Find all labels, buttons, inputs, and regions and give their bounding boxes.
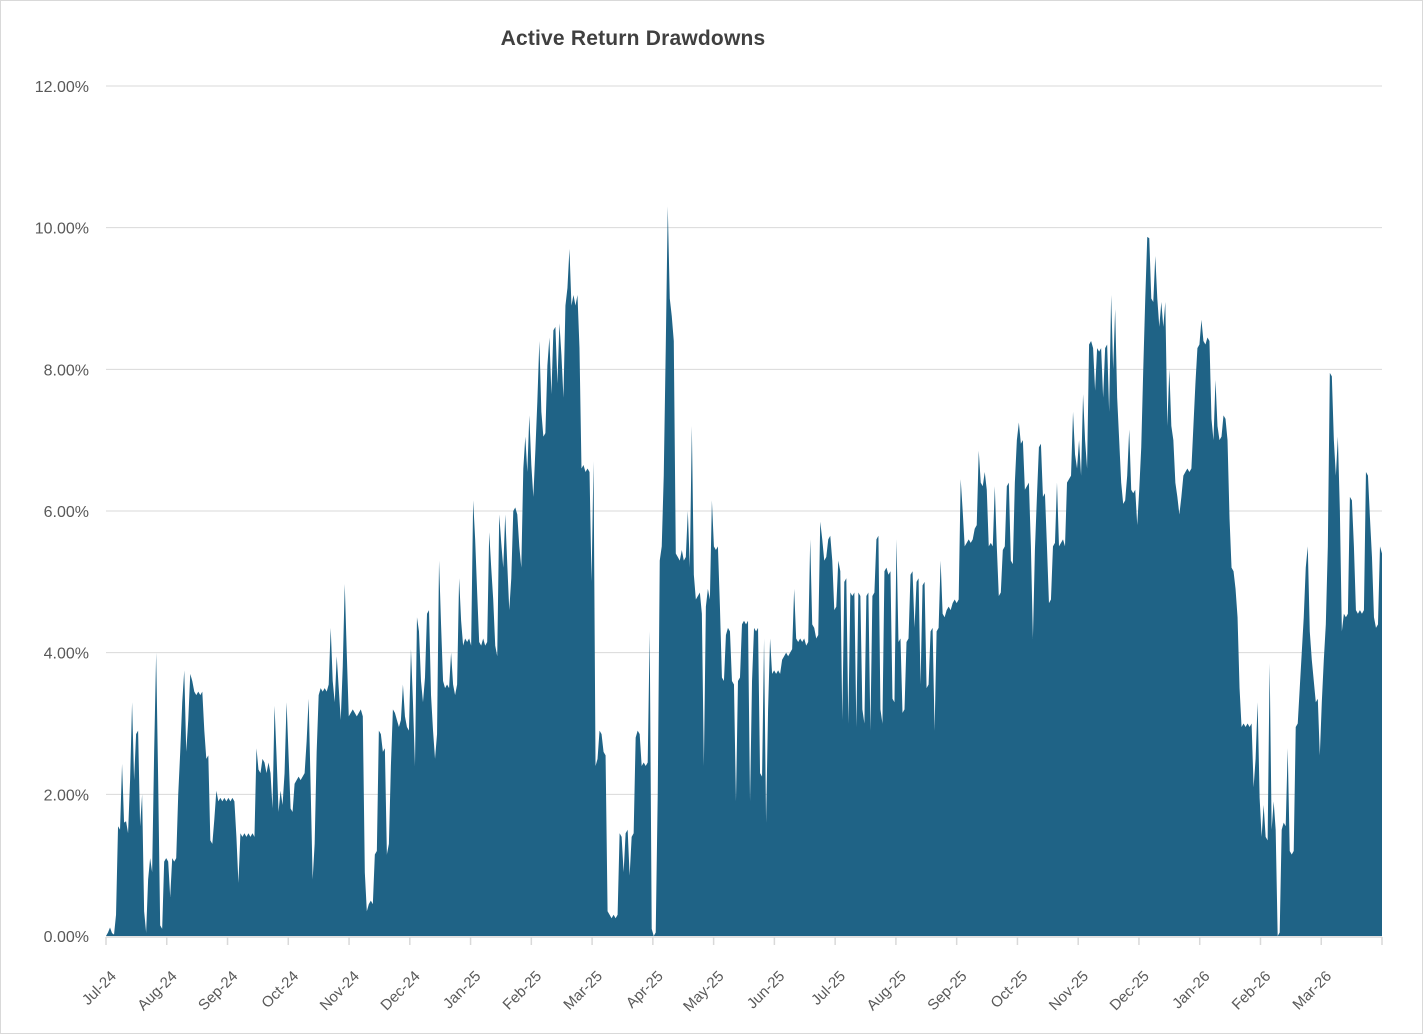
x-axis-label: Sep-25 [924,968,970,1014]
drawdown-area-series [106,206,1382,937]
y-axis-label: 12.00% [35,79,89,96]
x-axis-label: Feb-26 [1229,968,1275,1014]
x-axis-label: Sep-24 [195,968,241,1014]
x-axis-label: Jul-24 [79,968,120,1009]
x-axis-label: Nov-24 [317,968,363,1014]
x-axis-label: Apr-25 [623,968,667,1012]
x-axis-label: Feb-25 [500,968,546,1014]
x-axis-label: Nov-25 [1046,968,1092,1014]
x-axis-label: Mar-26 [1289,968,1335,1014]
x-axis-label: Dec-24 [377,968,423,1014]
x-axis-label: Jun-25 [744,968,788,1012]
y-axis-label: 4.00% [44,646,89,663]
x-axis-label: Aug-24 [134,968,180,1014]
y-axis-label: 10.00% [35,221,89,238]
x-axis-label: Jan-26 [1169,968,1213,1012]
y-axis-label: 0.00% [44,929,89,946]
x-axis-label: Jan-25 [440,968,484,1012]
y-axis-label: 2.00% [44,787,89,804]
x-axis-label: Oct-25 [987,968,1031,1012]
y-axis-label: 8.00% [44,362,89,379]
x-axis-label: Jul-25 [808,968,849,1009]
chart-title: Active Return Drawdowns [500,27,766,50]
x-axis-label: Dec-25 [1107,968,1153,1014]
y-axis-label: 6.00% [44,504,89,521]
x-axis-label: Aug-25 [864,968,910,1014]
x-axis-label: Mar-25 [560,968,606,1014]
x-axis-label: May-25 [680,968,727,1015]
x-axis-label: Oct-24 [258,968,302,1012]
